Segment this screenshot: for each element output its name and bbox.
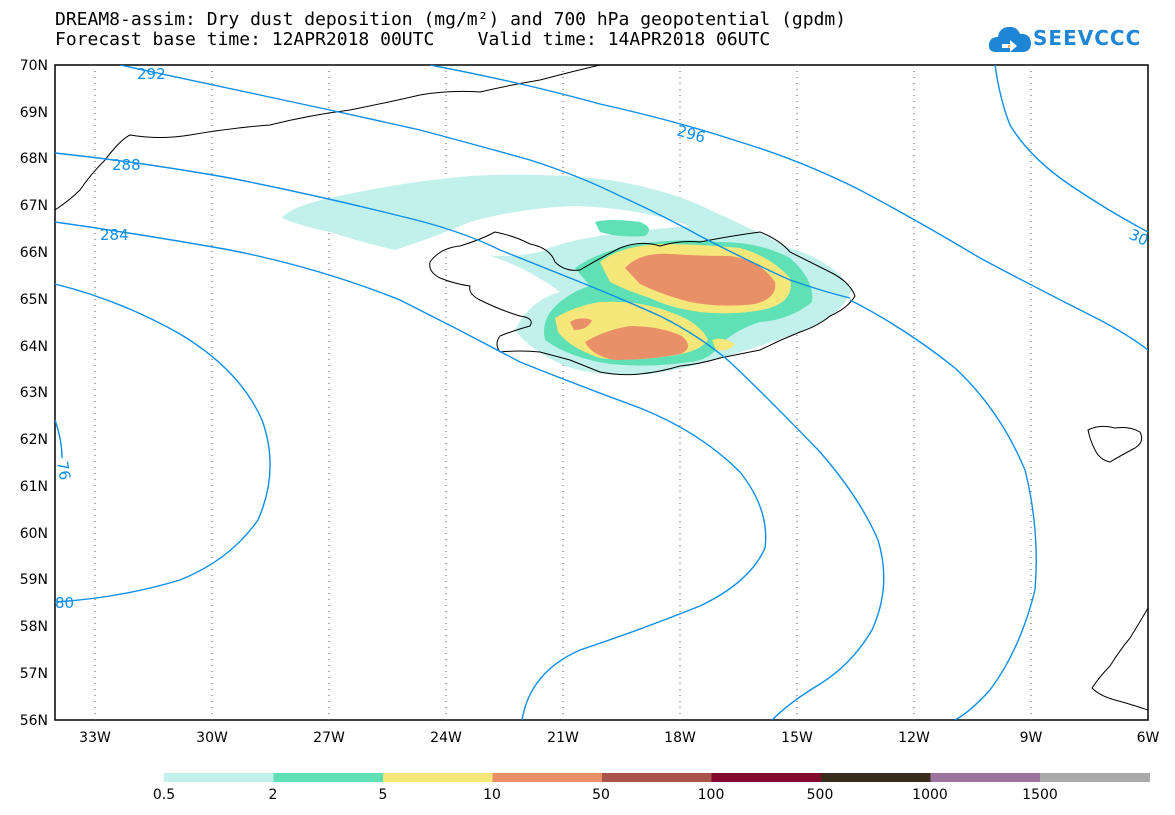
- lon-label: 27W: [313, 730, 345, 746]
- contour-292: [119, 65, 851, 299]
- map-subtitle: Forecast base time: 12APR2018 00UTC Vali…: [55, 29, 771, 50]
- lon-label: 15W: [781, 730, 813, 746]
- contour-288: [55, 152, 885, 720]
- contour-300-south: [849, 299, 1037, 720]
- cloud-icon: [988, 26, 1031, 52]
- contour-labels: 292 296 288 284 30 76 80: [53, 65, 1151, 612]
- seevccc-logo: SEEVCCC: [988, 18, 1142, 62]
- lat-label: 58N: [20, 619, 48, 635]
- geopotential-contours: [55, 65, 1148, 720]
- legend-label: 10: [483, 787, 501, 803]
- contour-label-292: 292: [137, 65, 166, 83]
- lon-label: 30W: [196, 730, 228, 746]
- legend-label: 0.5: [153, 787, 175, 803]
- legend-tick-labels: 0.5 2 5 10 50 100 500 1000 1500: [153, 787, 1058, 803]
- map-frame: [54, 64, 1149, 721]
- greenland-coastline: [55, 65, 601, 211]
- contour-label-280: 80: [55, 594, 74, 612]
- lon-label: 12W: [898, 730, 930, 746]
- legend-label: 50: [592, 787, 610, 803]
- dust-area-10-small: [570, 318, 592, 330]
- dust-area-5-se: [712, 338, 735, 351]
- longitude-labels: 33W 30W 27W 24W 21W 18W 15W 12W 9W 6W: [79, 730, 1159, 746]
- logo-text: SEEVCCC: [1033, 26, 1142, 50]
- contour-284: [55, 221, 767, 720]
- legend-swatch: [1040, 773, 1150, 782]
- iceland-coastline: [429, 231, 856, 376]
- legend-label: 500: [807, 787, 834, 803]
- lat-label: 60N: [20, 526, 48, 542]
- coastlines: [55, 65, 1148, 711]
- lon-label: 6W: [1137, 730, 1160, 746]
- dust-deposition-shading: [282, 174, 852, 375]
- contour-label-284: 284: [100, 226, 129, 244]
- lon-label: 24W: [430, 730, 462, 746]
- legend-swatch: [492, 773, 603, 782]
- lat-label: 63N: [20, 385, 48, 401]
- contour-280: [55, 283, 271, 603]
- dust-area-10-north: [625, 253, 776, 306]
- lat-label: 67N: [20, 198, 48, 214]
- contour-276: [55, 419, 63, 459]
- legend-label: 100: [698, 787, 725, 803]
- lat-label: 64N: [20, 339, 48, 355]
- lat-label: 59N: [20, 572, 48, 588]
- lat-label: 65N: [20, 292, 48, 308]
- contour-label-288: 288: [112, 156, 141, 174]
- lat-label: 61N: [20, 479, 48, 495]
- lon-label: 9W: [1020, 730, 1043, 746]
- legend-swatch: [602, 773, 712, 782]
- lat-label: 62N: [20, 432, 48, 448]
- legend-swatch: [164, 773, 274, 782]
- legend-swatch: [711, 773, 822, 782]
- dust-area-10-south: [585, 326, 689, 360]
- lon-label: 33W: [79, 730, 111, 746]
- legend-swatch: [273, 773, 384, 782]
- legend-colorbar: [164, 773, 1150, 782]
- lat-label: 66N: [20, 245, 48, 261]
- contour-label-300: 30: [1126, 225, 1151, 249]
- legend-swatch: [383, 773, 493, 782]
- legend-label: 2: [269, 787, 278, 803]
- lat-label: 68N: [20, 151, 48, 167]
- lat-label: 57N: [20, 666, 48, 682]
- legend-label: 1000: [912, 787, 948, 803]
- lat-label: 69N: [20, 105, 48, 121]
- legend-label: 1500: [1022, 787, 1058, 803]
- faroe-islands-coastline: [1087, 425, 1143, 463]
- lon-label: 18W: [664, 730, 696, 746]
- latitude-labels: 70N 69N 68N 67N 66N 65N 64N 63N 62N 61N …: [20, 58, 48, 729]
- contour-296: [429, 65, 1148, 351]
- legend-swatch: [930, 773, 1041, 782]
- dust-area-2-north: [595, 220, 649, 237]
- map-title: DREAM8-assim: Dry dust deposition (mg/m²…: [55, 9, 847, 30]
- scotland-coastline: [1091, 606, 1148, 711]
- lat-label: 56N: [20, 713, 48, 729]
- contour-300-east: [994, 65, 1148, 233]
- contour-label-276: 76: [53, 460, 74, 482]
- legend-label: 5: [379, 787, 388, 803]
- lon-label: 21W: [547, 730, 579, 746]
- legend-swatch: [821, 773, 931, 782]
- lat-label: 70N: [20, 58, 48, 74]
